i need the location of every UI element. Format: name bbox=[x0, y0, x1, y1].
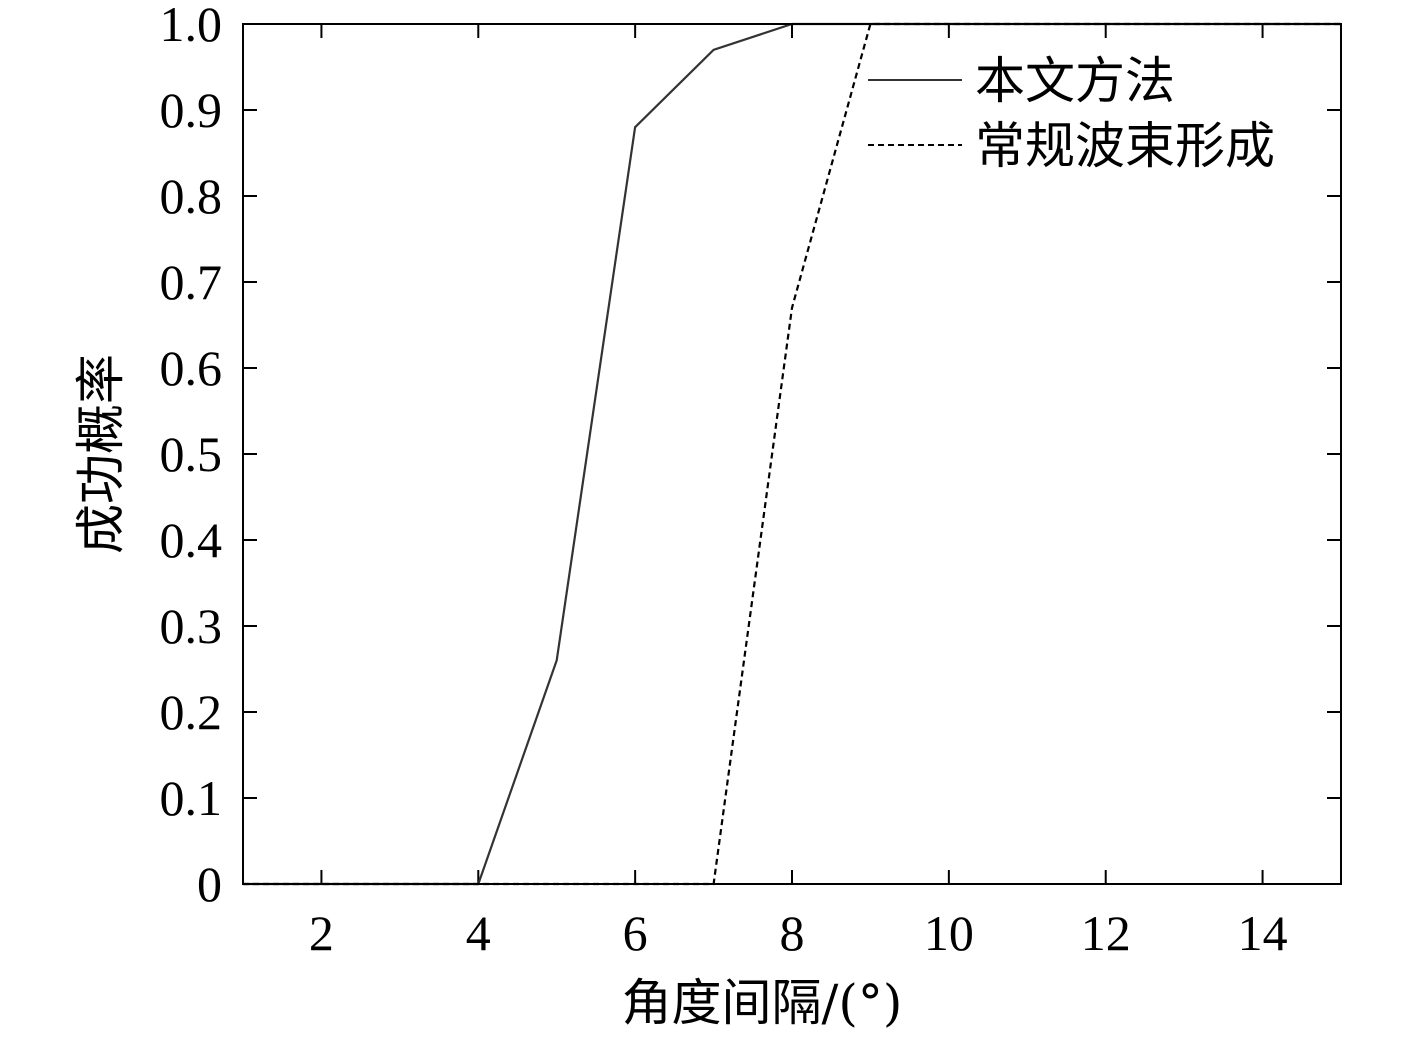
x-tick-label: 6 bbox=[623, 905, 648, 961]
y-tick-label: 0.4 bbox=[160, 512, 223, 568]
y-tick-label: 0.8 bbox=[160, 168, 223, 224]
y-tick-label: 1.0 bbox=[160, 0, 223, 52]
y-tick-label: 0.5 bbox=[160, 426, 223, 482]
y-tick-label: 0.3 bbox=[160, 598, 223, 654]
x-tick-label: 12 bbox=[1081, 905, 1131, 961]
y-tick-label: 0 bbox=[197, 856, 222, 912]
y-tick-label: 0.9 bbox=[160, 82, 223, 138]
ticks-layer: 2 4 6 8 10 12 14 0 0.1 0.2 0.3 0.4 0.5 0.6 0.7 0.8 0.9 1.… bbox=[160, 0, 1341, 961]
legend-label-1: 本文方法 bbox=[975, 52, 1175, 110]
x-axis-title: 角度间隔/(°) bbox=[622, 974, 903, 1032]
plot-frame bbox=[242, 23, 1342, 885]
x-tick-label: 14 bbox=[1238, 905, 1288, 961]
y-tick-label: 0.7 bbox=[160, 254, 223, 310]
y-tick-label: 0.1 bbox=[160, 770, 223, 826]
x-tick-label: 2 bbox=[309, 905, 334, 961]
legend-label-2: 常规波束形成 bbox=[975, 117, 1275, 175]
y-tick-label: 0.6 bbox=[160, 340, 223, 396]
y-axis-title: 成功概率 bbox=[72, 354, 130, 554]
x-tick-label: 10 bbox=[924, 905, 974, 961]
x-tick-label: 4 bbox=[466, 905, 491, 961]
y-tick-label: 0.2 bbox=[160, 684, 223, 740]
x-tick-label: 8 bbox=[780, 905, 805, 961]
